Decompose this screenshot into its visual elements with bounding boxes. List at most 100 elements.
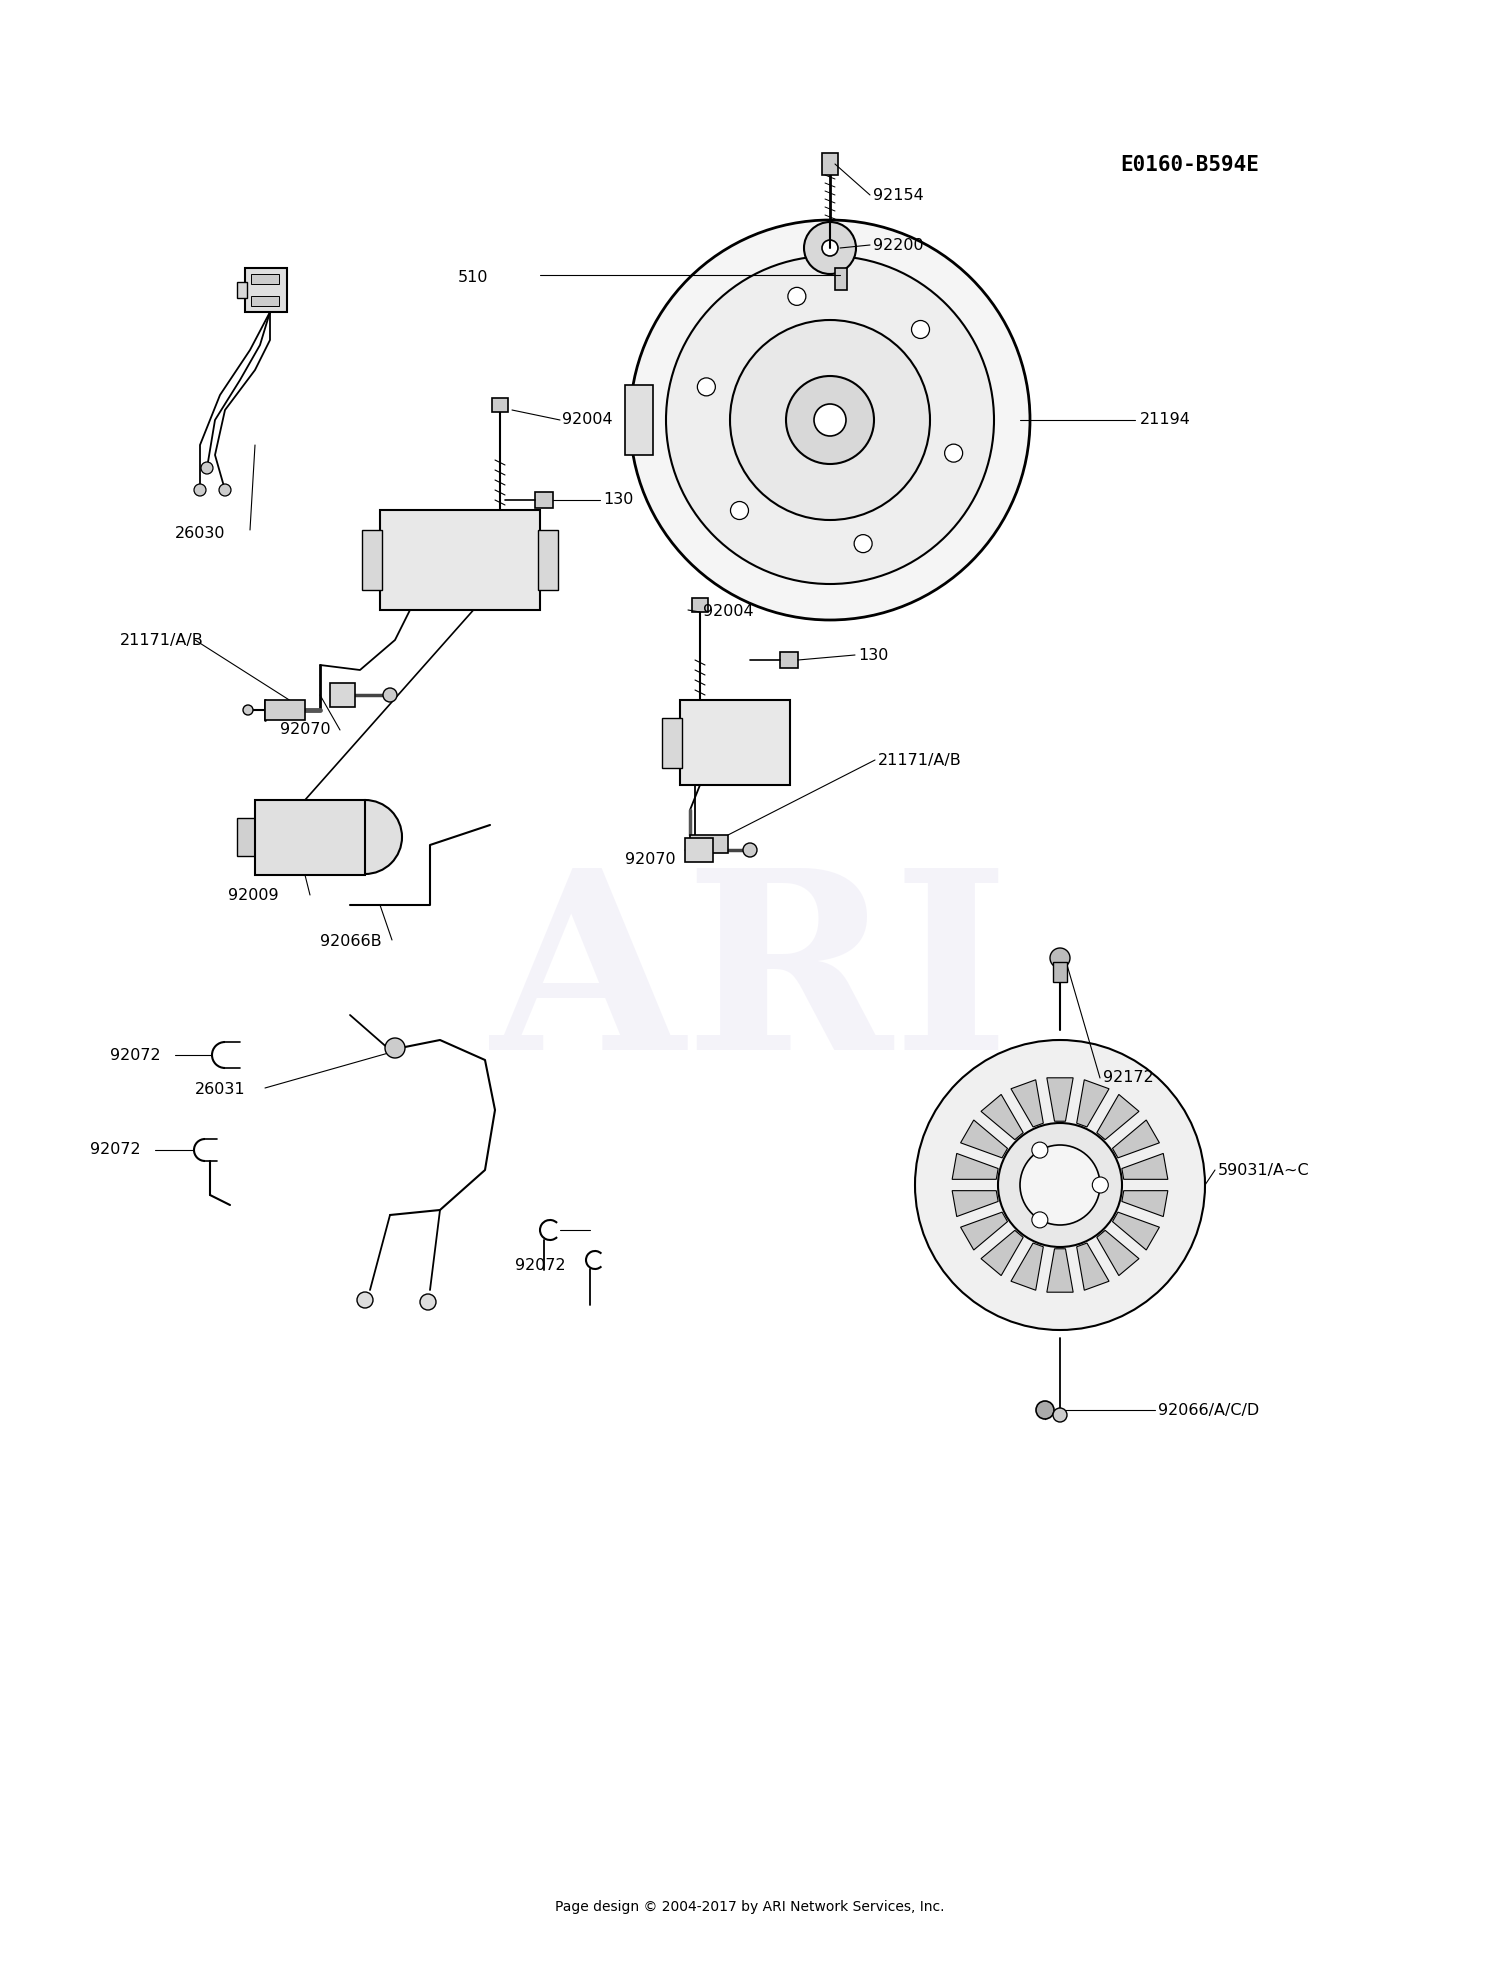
Circle shape [730, 502, 748, 520]
Text: 92200: 92200 [873, 237, 924, 253]
Bar [686, 838, 712, 861]
Circle shape [915, 1040, 1204, 1330]
Circle shape [730, 320, 930, 520]
Polygon shape [1096, 1230, 1138, 1275]
Text: E0160-B594E: E0160-B594E [1120, 155, 1258, 175]
Bar [680, 700, 790, 785]
Polygon shape [1122, 1191, 1168, 1216]
Bar [330, 683, 356, 706]
Bar [255, 800, 364, 875]
Text: 26030: 26030 [176, 526, 225, 540]
Bar [836, 269, 848, 290]
Polygon shape [1047, 1077, 1072, 1120]
Circle shape [788, 286, 806, 306]
Bar [662, 718, 682, 767]
Bar [244, 269, 286, 312]
Text: 92004: 92004 [562, 412, 612, 428]
Circle shape [666, 255, 994, 585]
Bar [492, 530, 508, 543]
Polygon shape [1113, 1120, 1160, 1158]
Text: 92066/A/C/D: 92066/A/C/D [1158, 1403, 1260, 1417]
Circle shape [328, 800, 402, 873]
Polygon shape [981, 1095, 1023, 1140]
Bar [780, 651, 798, 667]
Text: 130: 130 [858, 647, 888, 663]
Polygon shape [1077, 1079, 1108, 1126]
Bar [492, 398, 508, 412]
Bar [380, 510, 540, 610]
Text: 92009: 92009 [228, 887, 279, 903]
Bar [237, 283, 248, 298]
Polygon shape [1011, 1079, 1044, 1126]
Bar [690, 836, 728, 853]
Bar [536, 492, 554, 508]
Bar [362, 530, 382, 591]
Circle shape [382, 689, 398, 702]
Circle shape [853, 534, 871, 553]
Circle shape [219, 485, 231, 496]
Bar [692, 598, 708, 612]
Text: 92070: 92070 [626, 853, 675, 867]
Polygon shape [960, 1120, 1008, 1158]
Circle shape [786, 377, 874, 463]
Circle shape [420, 1295, 436, 1311]
Circle shape [386, 1038, 405, 1058]
Circle shape [357, 1293, 374, 1309]
Circle shape [1032, 1142, 1048, 1158]
Circle shape [1092, 1177, 1108, 1193]
Text: 59031/A~C: 59031/A~C [1218, 1163, 1310, 1177]
Bar [251, 296, 279, 306]
Text: 92004: 92004 [704, 604, 753, 620]
Text: 92072: 92072 [90, 1142, 141, 1158]
Circle shape [194, 485, 206, 496]
Polygon shape [952, 1191, 998, 1216]
Circle shape [1050, 948, 1070, 967]
Circle shape [815, 404, 846, 436]
Text: 92070: 92070 [280, 722, 330, 738]
Bar [1053, 961, 1066, 983]
Bar [237, 818, 256, 855]
Polygon shape [1077, 1244, 1108, 1291]
Bar [251, 275, 279, 284]
Circle shape [1036, 1401, 1054, 1419]
Text: 510: 510 [458, 271, 488, 286]
Bar [538, 530, 558, 591]
Bar [626, 385, 652, 455]
Text: 21171/A/B: 21171/A/B [878, 753, 962, 767]
Text: 92072: 92072 [110, 1048, 160, 1063]
Circle shape [804, 222, 856, 275]
Circle shape [1053, 1409, 1066, 1422]
Circle shape [630, 220, 1030, 620]
Polygon shape [981, 1230, 1023, 1275]
Bar [822, 153, 839, 175]
Text: 92066B: 92066B [320, 934, 381, 950]
Bar [692, 730, 708, 744]
Polygon shape [1047, 1248, 1072, 1293]
Polygon shape [960, 1213, 1008, 1250]
Polygon shape [1096, 1095, 1138, 1140]
Text: 92172: 92172 [1102, 1071, 1154, 1085]
Circle shape [998, 1122, 1122, 1248]
Circle shape [742, 844, 758, 857]
Circle shape [201, 461, 213, 475]
Text: 21194: 21194 [1140, 412, 1191, 428]
Bar [266, 700, 305, 720]
Circle shape [822, 239, 839, 255]
Text: 130: 130 [603, 492, 633, 508]
Polygon shape [1122, 1154, 1168, 1179]
Circle shape [945, 443, 963, 463]
Text: 92072: 92072 [514, 1258, 566, 1273]
Text: 21171/A/B: 21171/A/B [120, 632, 204, 647]
Circle shape [912, 320, 930, 339]
Polygon shape [952, 1154, 998, 1179]
Text: 26031: 26031 [195, 1083, 246, 1097]
Circle shape [1020, 1146, 1100, 1224]
Text: Page design © 2004-2017 by ARI Network Services, Inc.: Page design © 2004-2017 by ARI Network S… [555, 1899, 945, 1915]
Polygon shape [1011, 1244, 1044, 1291]
Text: 92154: 92154 [873, 188, 924, 202]
Circle shape [1032, 1213, 1048, 1228]
Circle shape [243, 704, 254, 714]
Circle shape [698, 379, 715, 396]
Polygon shape [1113, 1213, 1160, 1250]
Text: ARI: ARI [490, 859, 1010, 1103]
